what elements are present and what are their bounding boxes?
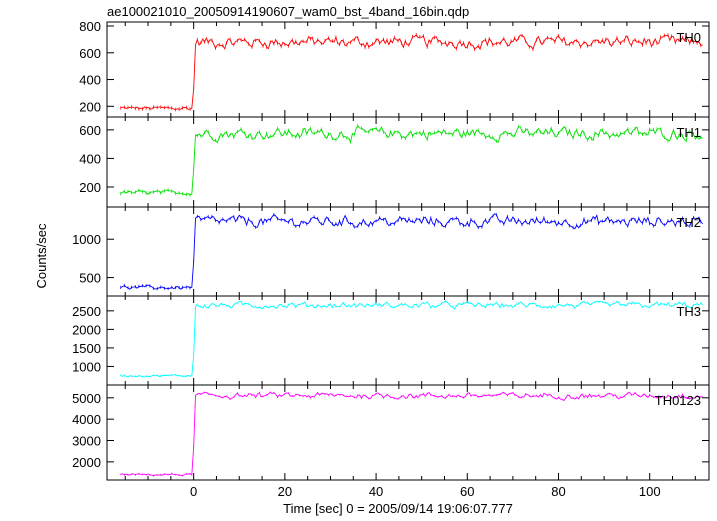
series-line-th2 <box>120 213 703 290</box>
x-tick-label: 60 <box>460 484 474 499</box>
y-tick-label: 1000 <box>72 232 101 247</box>
y-tick-label: 400 <box>79 151 101 166</box>
panel-th0: 200 400 600 800 TH0 <box>79 19 710 118</box>
panel-label: TH2 <box>676 215 701 230</box>
panel-frame <box>106 21 710 118</box>
series-line-th0 <box>120 34 703 111</box>
y-tick-label: 3000 <box>72 434 101 449</box>
series-errorbars-th0123 <box>120 391 702 477</box>
panel-frame <box>106 384 710 481</box>
y-tick-label: 600 <box>79 123 101 138</box>
panel-th3: 1000 1500 2000 2500 TH3 <box>72 295 710 386</box>
panel-th2: 500 1000 TH2 <box>72 206 710 297</box>
x-tick-label: 20 <box>278 484 292 499</box>
y-tick-label: 5000 <box>72 391 101 406</box>
x-axis-label: Time [sec] 0 = 2005/09/14 19:06:07.777 <box>283 501 513 516</box>
y-tick-label: 800 <box>79 19 101 34</box>
y-tick-label: 1000 <box>72 359 101 374</box>
y-tick-label: 2000 <box>72 322 101 337</box>
series-line-th3 <box>120 300 703 378</box>
x-tick-label: 0 <box>190 484 197 499</box>
x-tick-label: 80 <box>551 484 565 499</box>
series-errorbars-th3 <box>120 300 702 378</box>
panel-th1: 200 400 600 TH1 <box>79 116 710 208</box>
y-axis-label: Counts/sec <box>34 223 49 289</box>
y-tick-label: 2500 <box>72 304 101 319</box>
y-tick-label: 2000 <box>72 455 101 470</box>
y-tick-label: 500 <box>79 271 101 286</box>
y-tick-label: 400 <box>79 73 101 88</box>
panel-label: TH3 <box>676 304 701 319</box>
series-errorbars-th2 <box>120 213 702 291</box>
y-tick-label: 200 <box>79 99 101 114</box>
panel-th0123: 2000 3000 4000 5000 TH0123 0 20 40 60 80 100 <box>72 384 710 499</box>
panel-label: TH0 <box>676 30 701 45</box>
series-line-th1 <box>120 125 703 196</box>
panel-label: TH1 <box>676 125 701 140</box>
chart-title: ae100021010_20050914190607_wam0_bst_4ban… <box>107 4 469 19</box>
series-line-th0123 <box>120 391 703 477</box>
y-tick-label: 1500 <box>72 341 101 356</box>
series-errorbars-th1 <box>120 124 702 197</box>
panel-frame <box>106 116 710 208</box>
x-tick-label: 100 <box>639 484 661 499</box>
panel-frame <box>106 295 710 386</box>
y-tick-label: 4000 <box>72 412 101 427</box>
y-tick-label: 200 <box>79 180 101 195</box>
x-tick-label: 40 <box>369 484 383 499</box>
series-errorbars-th0 <box>120 33 702 112</box>
panel-label: TH0123 <box>655 393 701 408</box>
y-tick-label: 600 <box>79 46 101 61</box>
